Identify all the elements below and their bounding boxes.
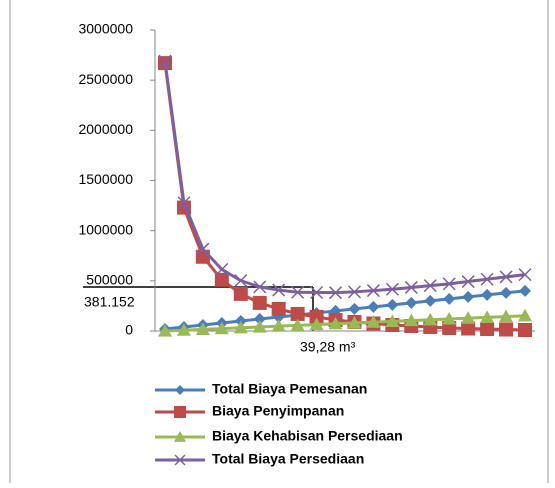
marker: [366, 315, 381, 328]
y-tick-label: 0: [125, 322, 133, 338]
y-tick-label: 1000000: [78, 221, 133, 237]
marker: [347, 285, 362, 299]
marker: [366, 284, 380, 298]
marker: [423, 312, 438, 326]
marker: [462, 290, 475, 303]
marker: [175, 385, 185, 395]
marker: [442, 277, 456, 291]
marker: [174, 406, 186, 418]
marker: [404, 313, 419, 327]
marker: [290, 306, 305, 321]
marker: [174, 454, 186, 466]
marker: [518, 268, 532, 282]
y-tick-label: 500000: [86, 272, 133, 288]
legend-label: Biaya Penyimpanan: [212, 403, 344, 419]
marker: [214, 321, 229, 335]
marker: [233, 320, 248, 334]
marker: [328, 316, 343, 330]
marker: [405, 296, 418, 309]
series-line: [163, 60, 526, 295]
marker: [461, 275, 475, 289]
marker: [253, 312, 266, 325]
marker: [214, 272, 229, 287]
annotation: 39,28 m³: [300, 339, 356, 355]
chart-frame: [9, 0, 549, 485]
marker: [195, 322, 210, 335]
marker: [309, 317, 324, 331]
marker: [253, 280, 267, 294]
marker: [442, 311, 457, 325]
marker: [176, 323, 191, 336]
legend-label: Total Biaya Persediaan: [212, 451, 364, 467]
marker: [481, 288, 494, 301]
marker: [158, 324, 172, 337]
marker: [386, 298, 399, 311]
y-tick-label: 2000000: [78, 121, 133, 137]
marker: [215, 262, 229, 276]
marker: [518, 308, 532, 322]
marker: [385, 314, 400, 327]
marker: [271, 301, 286, 316]
marker: [367, 300, 380, 313]
marker: [519, 284, 531, 297]
marker: [480, 310, 495, 323]
marker: [461, 311, 476, 324]
legend-label: Total Biaya Pemesanan: [212, 381, 367, 397]
marker: [252, 295, 267, 310]
marker: [423, 279, 437, 293]
marker: [347, 315, 362, 329]
marker: [234, 274, 248, 288]
marker: [348, 302, 361, 315]
marker: [174, 431, 186, 442]
y-tick-label: 2500000: [78, 71, 133, 87]
marker: [195, 249, 210, 264]
y-tick-label: 3000000: [78, 21, 133, 37]
marker: [309, 309, 324, 324]
marker: [272, 283, 286, 297]
marker: [499, 270, 513, 284]
marker: [252, 319, 267, 333]
marker: [290, 318, 305, 331]
marker: [328, 286, 343, 300]
legend-label: Biaya Kehabisan Persediaan: [212, 428, 403, 444]
marker: [518, 322, 532, 337]
marker: [500, 286, 513, 299]
marker: [271, 319, 286, 332]
annotation: 381.152: [84, 294, 135, 310]
marker: [404, 280, 418, 294]
marker: [480, 321, 495, 336]
marker: [499, 322, 514, 337]
marker: [480, 272, 494, 286]
marker: [499, 309, 514, 323]
marker: [385, 282, 399, 296]
marker: [461, 321, 476, 336]
marker: [196, 242, 210, 256]
marker: [233, 286, 248, 301]
marker: [177, 196, 191, 210]
marker: [158, 54, 172, 68]
y-tick-label: 1500000: [78, 171, 133, 187]
marker: [310, 285, 324, 300]
marker: [424, 294, 437, 307]
marker: [443, 292, 456, 305]
marker: [291, 285, 305, 299]
